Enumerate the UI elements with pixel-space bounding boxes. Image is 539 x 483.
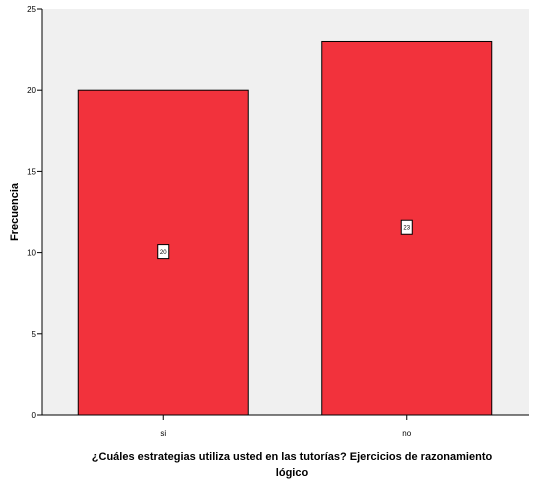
data-label-si: 20 bbox=[157, 244, 170, 260]
y-axis-title: Frecuencia bbox=[9, 182, 21, 241]
y-tick-label: 10 bbox=[27, 249, 36, 258]
data-label-box bbox=[157, 244, 170, 260]
axes-layer bbox=[41, 9, 529, 416]
y-tick-label: 15 bbox=[27, 167, 36, 176]
x-axis-title-line-2: lógico bbox=[276, 467, 309, 479]
data-label-no: 23 bbox=[400, 219, 413, 235]
y-tick-label: 0 bbox=[32, 411, 37, 420]
ticks-layer: si no 0 5 10 15 20 25 bbox=[27, 5, 412, 438]
x-tick-label: no bbox=[402, 429, 411, 438]
x-tick-label: si bbox=[160, 429, 166, 438]
data-label-box bbox=[400, 219, 413, 235]
y-tick-label: 20 bbox=[27, 86, 36, 95]
data-label-value: 20 bbox=[160, 250, 167, 256]
x-axis-title-line-1: ¿Cuáles estrategias utiliza usted en las… bbox=[92, 451, 493, 463]
y-tick-label: 5 bbox=[32, 330, 37, 339]
y-tick-label: 25 bbox=[27, 5, 36, 14]
data-label-value: 23 bbox=[403, 226, 410, 232]
